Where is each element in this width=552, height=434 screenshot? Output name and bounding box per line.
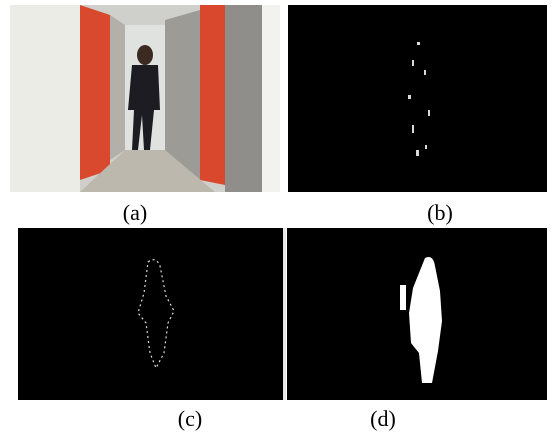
figure: (a) (b) (c) (d) [0,0,552,434]
mask-panel [288,5,547,192]
page: (a) (b) (c) (d) (() => { const data = JS… [0,0,552,434]
panel-label: (b) [427,200,453,225]
photo-panel [10,5,280,192]
panel-label: (c) [178,406,202,431]
mask-panel [287,228,547,400]
panel-label: (d) [370,406,396,431]
mask-panel [18,228,283,400]
panel-label: (a) [123,200,147,225]
